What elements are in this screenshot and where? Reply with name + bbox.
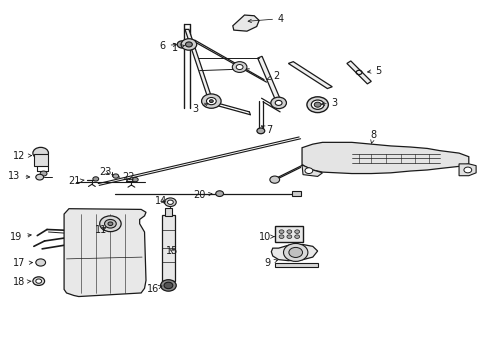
Polygon shape [275, 263, 317, 267]
Text: 21: 21 [68, 176, 84, 186]
Circle shape [286, 230, 291, 233]
Text: 2: 2 [266, 71, 279, 81]
Polygon shape [302, 142, 468, 174]
Polygon shape [64, 209, 146, 297]
Bar [292, 191, 301, 196]
Circle shape [181, 39, 196, 50]
Circle shape [294, 230, 299, 233]
Bar [164, 208, 172, 216]
Bar [34, 154, 47, 166]
Circle shape [36, 279, 41, 283]
Text: 22: 22 [122, 172, 134, 182]
Text: 4: 4 [247, 14, 284, 24]
Text: 23: 23 [99, 167, 111, 177]
Polygon shape [346, 61, 370, 84]
Text: 17: 17 [13, 258, 32, 268]
Polygon shape [302, 165, 322, 176]
Circle shape [93, 177, 99, 181]
Text: 5: 5 [367, 66, 381, 76]
Bar [161, 215, 175, 281]
Text: 15: 15 [166, 246, 178, 256]
Circle shape [100, 216, 121, 231]
Circle shape [201, 94, 221, 108]
Text: 7: 7 [261, 125, 271, 135]
Circle shape [206, 98, 216, 105]
Circle shape [311, 100, 324, 109]
Circle shape [236, 64, 243, 69]
Circle shape [40, 171, 47, 176]
Circle shape [294, 235, 299, 238]
Circle shape [33, 277, 44, 285]
Circle shape [463, 167, 471, 173]
Circle shape [288, 247, 302, 257]
Polygon shape [184, 30, 212, 101]
Circle shape [314, 102, 321, 107]
Circle shape [36, 259, 45, 266]
Text: 6: 6 [159, 41, 176, 50]
Circle shape [215, 191, 223, 197]
Circle shape [269, 176, 279, 183]
Circle shape [185, 42, 192, 47]
Text: 14: 14 [154, 196, 166, 206]
Polygon shape [458, 164, 475, 176]
Polygon shape [257, 56, 281, 103]
Text: 19: 19 [10, 232, 31, 242]
Circle shape [275, 100, 282, 105]
Text: 1: 1 [172, 43, 184, 53]
Circle shape [279, 230, 284, 233]
Circle shape [209, 100, 213, 103]
Circle shape [167, 200, 173, 204]
Text: 13: 13 [8, 171, 30, 181]
Circle shape [108, 222, 113, 226]
Text: 12: 12 [13, 150, 32, 161]
Circle shape [279, 235, 284, 238]
Circle shape [164, 198, 176, 207]
Text: 3: 3 [192, 103, 207, 114]
Circle shape [283, 243, 307, 261]
Circle shape [305, 168, 312, 174]
Circle shape [270, 97, 286, 109]
Polygon shape [288, 62, 331, 89]
Polygon shape [271, 244, 317, 261]
Text: 18: 18 [13, 277, 31, 287]
Circle shape [33, 147, 48, 159]
Text: 11: 11 [94, 225, 106, 235]
Text: 10: 10 [258, 232, 274, 242]
Text: 20: 20 [193, 190, 211, 200]
Polygon shape [232, 15, 259, 31]
Circle shape [36, 174, 43, 180]
Text: 16: 16 [146, 284, 162, 294]
Text: 3: 3 [321, 98, 337, 108]
Circle shape [104, 220, 116, 228]
Circle shape [160, 280, 176, 291]
Circle shape [306, 97, 328, 113]
Text: 8: 8 [370, 130, 376, 143]
Text: 9: 9 [264, 258, 277, 268]
Circle shape [286, 235, 291, 238]
Circle shape [163, 282, 172, 289]
Bar [274, 226, 303, 242]
Circle shape [177, 41, 186, 48]
Circle shape [232, 62, 246, 72]
Circle shape [113, 174, 119, 178]
Circle shape [132, 177, 138, 182]
Circle shape [256, 128, 264, 134]
